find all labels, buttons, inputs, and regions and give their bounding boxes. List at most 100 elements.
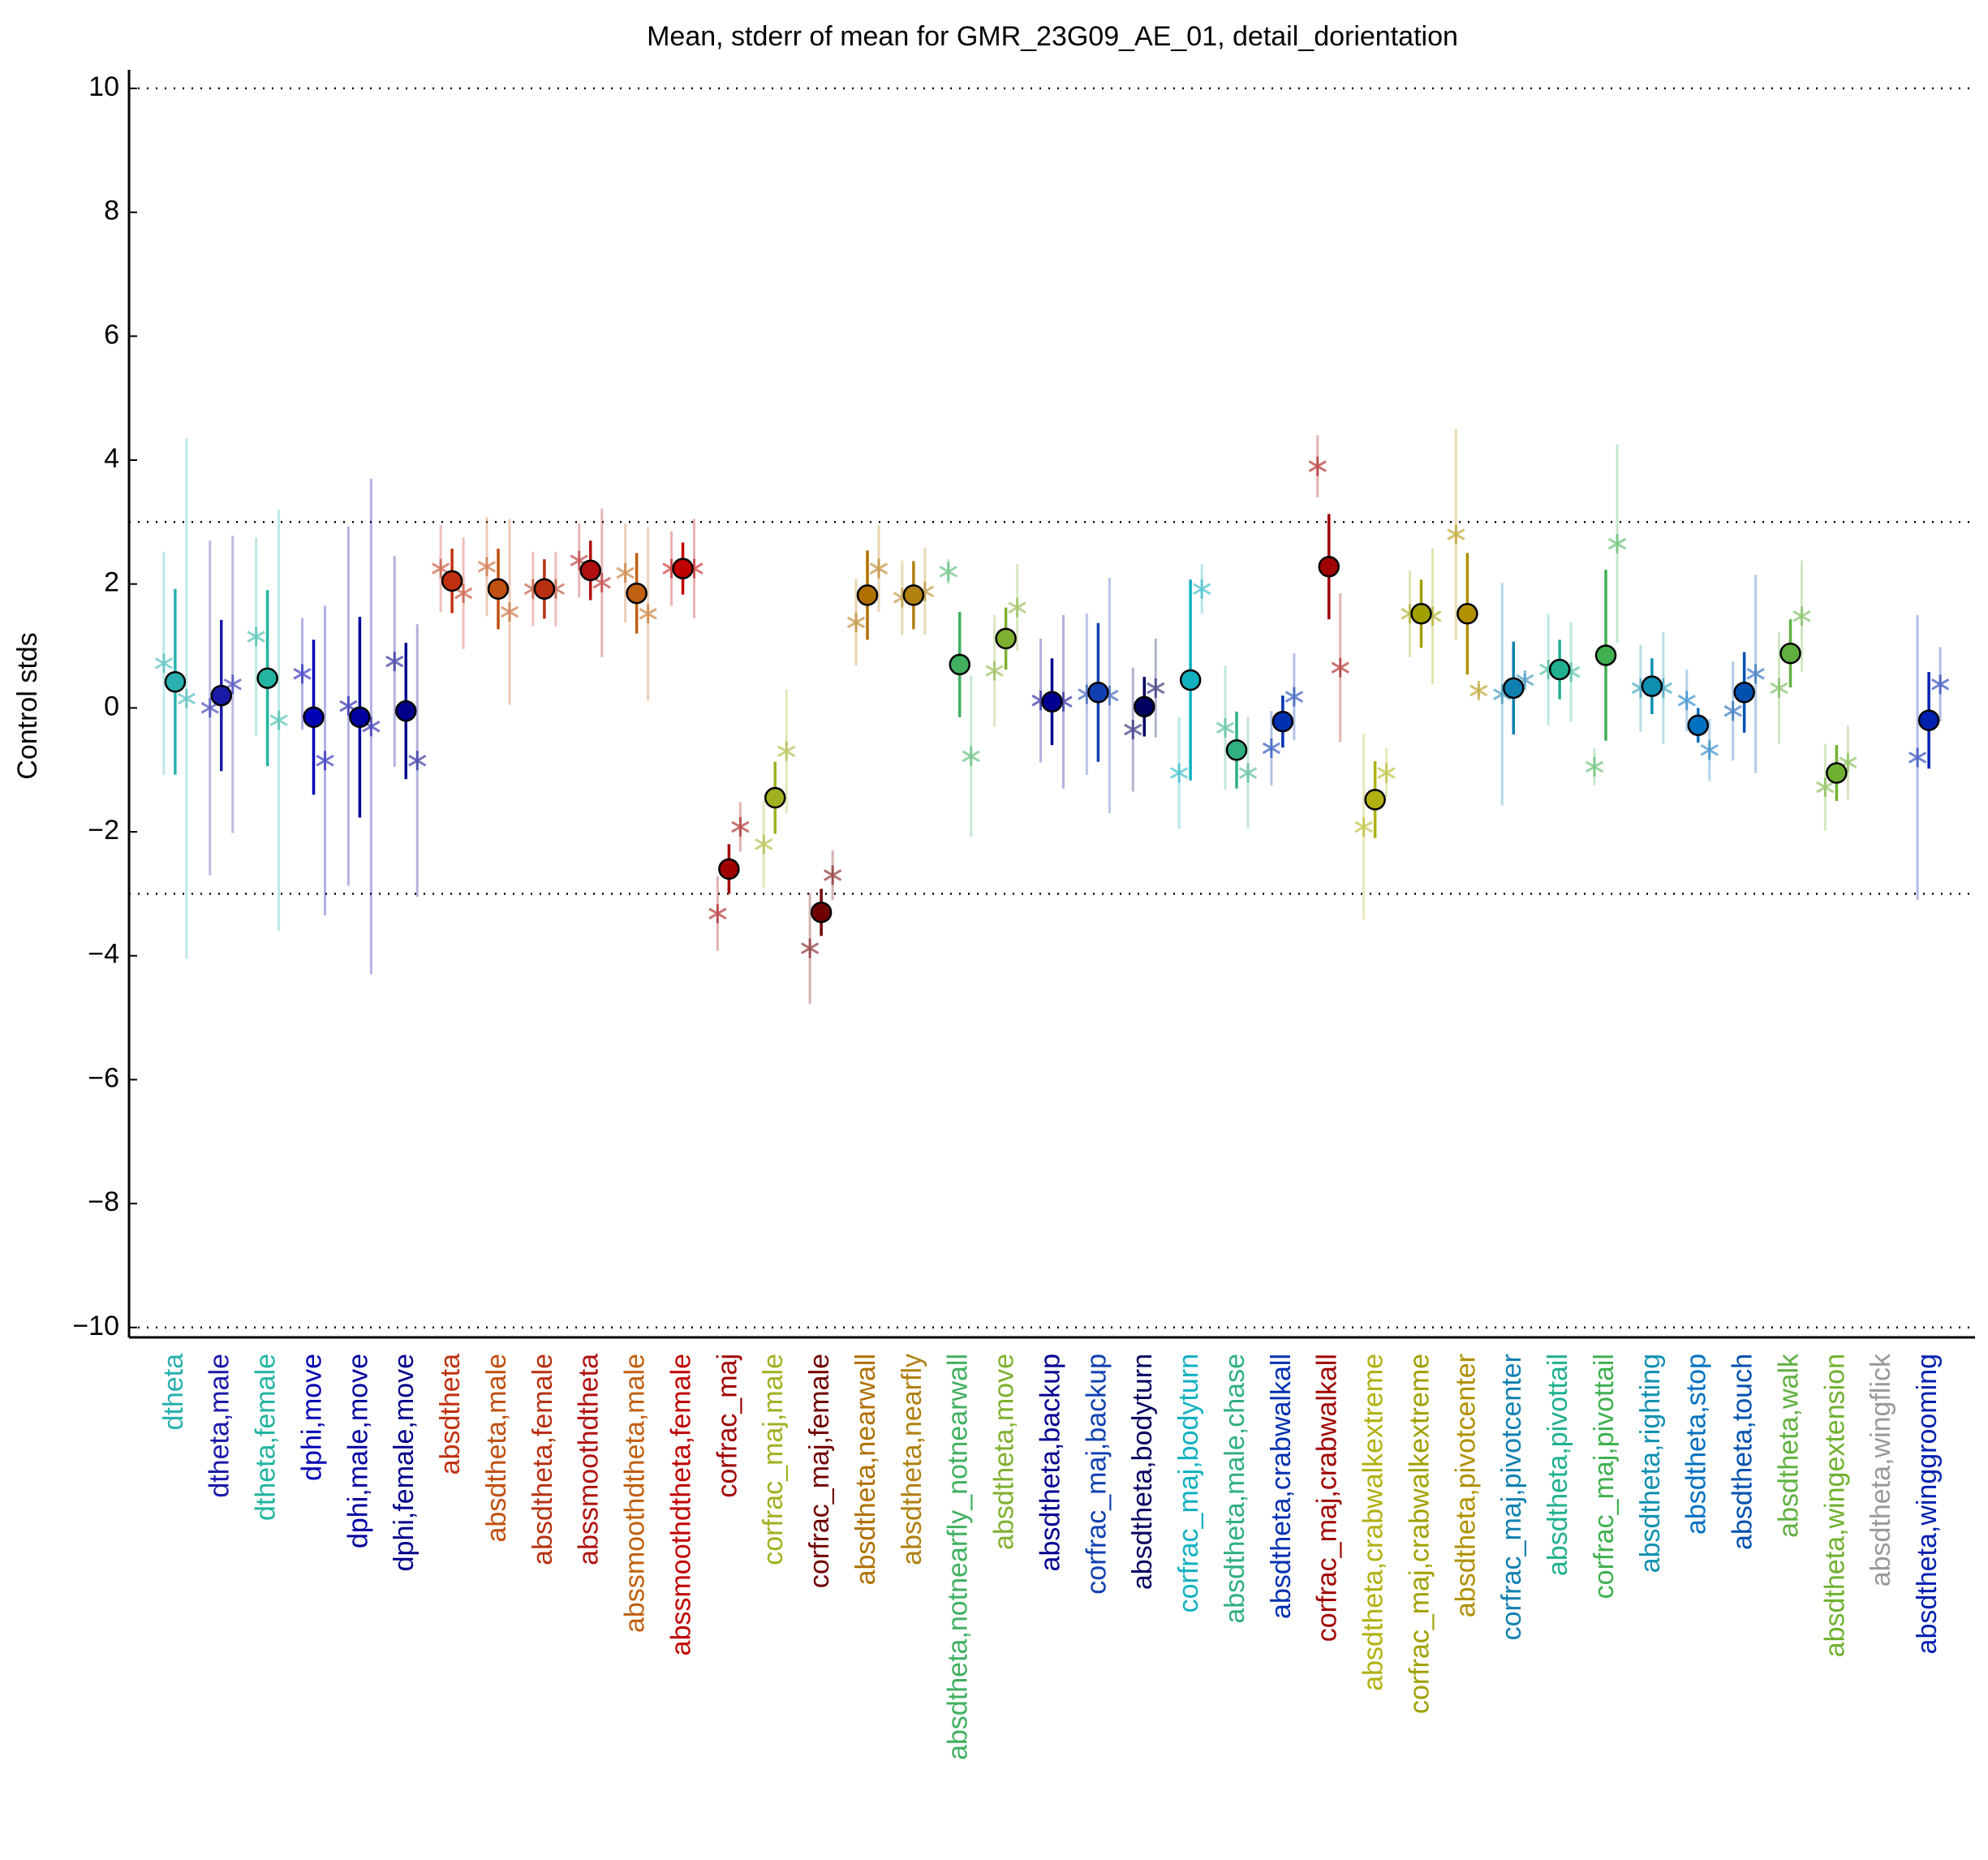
x-tick-label: abssmoothdtheta,female [665,1354,696,1655]
sex-mean-marker [247,626,265,647]
asterisk-stroke [1262,742,1281,755]
asterisk-stroke [1354,820,1373,833]
mean-marker [1826,762,1848,784]
sex-mean-marker [1216,717,1235,738]
y-tick-label: 6 [104,319,119,350]
asterisk-stroke [1147,682,1165,695]
asterisk-stroke [1238,767,1258,779]
mean-marker [1548,658,1571,681]
asterisk-stroke [200,702,219,714]
mean-marker [1641,675,1663,697]
asterisk-stroke [154,657,174,670]
mean-marker [718,858,740,880]
sex-mean-marker [846,612,866,632]
x-tick-label: corfrac_maj,pivotcenter [1496,1354,1527,1640]
x-tick-label: absdtheta,female [527,1354,558,1565]
x-tick-label: absdtheta,notnearfly_notnearwall [943,1354,974,1760]
asterisk-stroke [1908,751,1927,764]
x-tick-label: corfrac_maj,bodyturn [1173,1354,1204,1612]
sex-mean-marker [1008,597,1026,618]
asterisk-stroke [731,820,750,833]
mean-marker [256,667,278,689]
asterisk-stroke [985,665,1004,677]
x-tick-label: absdtheta,walk [1773,1353,1804,1538]
sex-mean-marker [477,557,497,577]
x-tick-label: absdtheta [435,1354,466,1475]
mean-marker [164,671,187,693]
asterisk-stroke [269,714,288,726]
sex-mean-marker [823,865,842,885]
mean-marker [949,653,970,676]
mean-marker [1503,677,1525,700]
asterisk-stroke [1816,781,1835,794]
sex-mean-marker [1331,657,1349,678]
x-tick-label: dtheta,male [204,1354,235,1498]
x-tick-label: absdtheta,wingextension [1819,1354,1850,1657]
asterisk-stroke [385,655,404,668]
sex-mean-marker [1147,678,1165,698]
asterisk-stroke [939,566,957,578]
mean-marker [672,558,694,579]
asterisk-stroke [293,668,312,680]
sex-mean-marker [592,573,611,593]
asterisk-stroke [1008,601,1026,614]
asterisk-stroke [1308,460,1327,472]
y-tick-label: −4 [88,939,119,970]
asterisk-stroke [639,608,657,620]
asterisk-stroke [500,605,519,618]
mean-marker [1041,691,1063,713]
mean-marker [1733,682,1755,704]
asterisk-stroke [316,754,334,767]
asterisk-stroke [755,838,773,850]
mean-marker [1917,709,1940,731]
sex-mean-marker [154,653,174,674]
asterisk-stroke [869,562,889,575]
sex-mean-marker [177,688,196,708]
sex-mean-marker [639,604,657,624]
mean-marker [1687,714,1709,736]
asterisk-stroke [408,754,427,767]
asterisk-stroke [1284,691,1304,703]
x-tick-label: absdtheta,move [989,1354,1020,1550]
asterisk-stroke [1469,684,1488,697]
x-tick-label: absdtheta,winggrooming [1912,1354,1943,1654]
x-tick-label: abssmoothdtheta [574,1354,605,1565]
x-tick-label: dphi,move [296,1354,327,1481]
sex-mean-marker [293,664,312,684]
sex-mean-marker [731,816,750,837]
asterisk-stroke [1585,760,1604,773]
mean-marker [1134,695,1155,718]
asterisk-stroke [1169,767,1189,779]
asterisk-stroke [1124,723,1142,736]
mean-marker [1087,682,1109,704]
mean-marker [810,902,833,924]
mean-marker [764,786,786,809]
mean-marker [995,627,1017,650]
y-tick-label: 10 [88,71,119,102]
sex-mean-marker [1770,678,1788,698]
sex-mean-marker [1308,456,1327,476]
asterisk-stroke [777,745,796,758]
x-tick-label: absdtheta,male [481,1354,512,1543]
sex-mean-marker [316,751,334,771]
sex-mean-marker [800,938,820,958]
x-tick-label: absdtheta,nearwall [850,1354,881,1585]
asterisk-stroke [1930,678,1950,691]
mean-marker [349,706,371,729]
x-tick-label: absdtheta,male,chase [1220,1354,1250,1624]
asterisk-stroke [823,869,842,881]
x-tick-label: dtheta [158,1354,189,1431]
sex-mean-marker [777,741,796,761]
mean-marker [1318,556,1340,578]
sex-mean-marker [1792,606,1811,626]
mean-marker [1779,642,1801,665]
sex-mean-marker [1930,674,1950,695]
asterisk-stroke [1447,528,1465,540]
y-axis-label: Control stds [12,632,43,779]
sex-mean-marker [1447,524,1465,545]
sex-mean-marker [962,746,980,766]
x-tick-label: dtheta,female [251,1354,282,1521]
asterisk-stroke [708,907,727,920]
sex-mean-marker [1377,763,1396,783]
